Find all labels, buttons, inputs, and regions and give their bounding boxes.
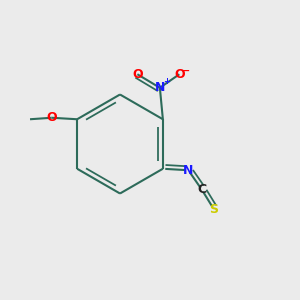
Text: O: O [46,111,57,124]
Text: N: N [155,81,165,94]
Text: N: N [183,164,194,177]
Text: C: C [197,183,206,196]
Text: −: − [182,66,190,76]
Text: O: O [174,68,185,81]
Text: S: S [209,203,218,216]
Text: O: O [132,68,143,81]
Text: +: + [163,76,170,85]
